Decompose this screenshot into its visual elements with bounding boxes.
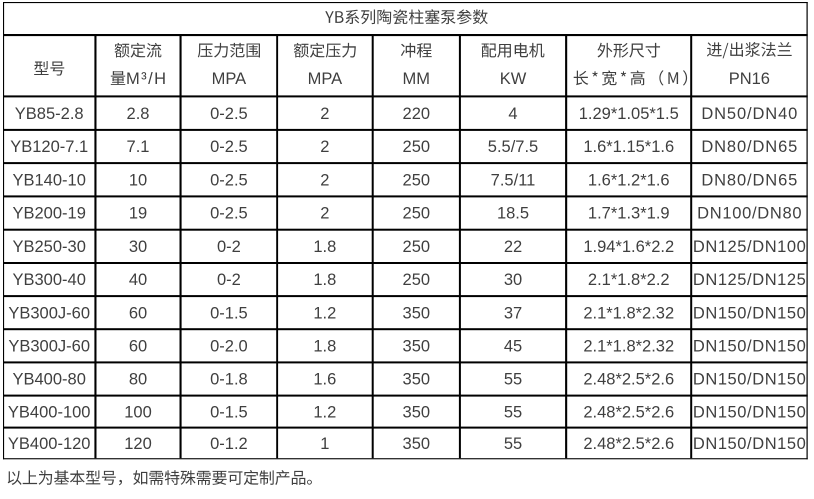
svg-text:2: 2 [320, 171, 329, 189]
svg-text:1.6: 1.6 [313, 371, 336, 389]
svg-text:2: 2 [320, 105, 329, 123]
svg-text:YB400-120: YB400-120 [8, 435, 91, 453]
svg-text:60: 60 [129, 304, 147, 322]
svg-text:DN125/DN125: DN125/DN125 [693, 271, 806, 289]
svg-text:250: 250 [403, 271, 431, 289]
svg-text:MPA: MPA [308, 70, 343, 88]
svg-text:YB120-7.1: YB120-7.1 [10, 138, 88, 156]
svg-text:350: 350 [403, 435, 431, 453]
svg-text:350: 350 [403, 371, 431, 389]
svg-text:0-2: 0-2 [217, 271, 241, 289]
svg-text:18.5: 18.5 [497, 205, 529, 223]
svg-text:1.8: 1.8 [313, 238, 336, 256]
svg-text:2: 2 [320, 138, 329, 156]
svg-text:2.8: 2.8 [127, 105, 150, 123]
svg-text:YB300J-60: YB300J-60 [8, 304, 90, 322]
svg-text:0-1.8: 0-1.8 [210, 371, 248, 389]
svg-text:DN150/DN150: DN150/DN150 [693, 403, 806, 421]
svg-text:1.94*1.6*2.2: 1.94*1.6*2.2 [583, 238, 674, 256]
svg-text:7.5/11: 7.5/11 [491, 171, 536, 189]
svg-text:1.2: 1.2 [313, 304, 336, 322]
svg-text:YB300-40: YB300-40 [13, 271, 86, 289]
svg-text:2.1*1.8*2.32: 2.1*1.8*2.32 [583, 337, 674, 355]
svg-text:19: 19 [129, 205, 147, 223]
svg-text:2.48*2.5*2.6: 2.48*2.5*2.6 [583, 435, 674, 453]
svg-text:1.6*1.15*1.6: 1.6*1.15*1.6 [583, 138, 674, 156]
svg-text:0-2.5: 0-2.5 [210, 205, 248, 223]
svg-text:55: 55 [504, 403, 522, 421]
svg-text:55: 55 [504, 371, 522, 389]
svg-text:YB200-19: YB200-19 [13, 205, 86, 223]
svg-text:60: 60 [129, 337, 147, 355]
svg-text:4: 4 [508, 105, 517, 123]
svg-text:22: 22 [504, 238, 522, 256]
svg-text:1.2: 1.2 [313, 403, 336, 421]
svg-text:30: 30 [504, 271, 522, 289]
svg-text:5.5/7.5: 5.5/7.5 [488, 138, 538, 156]
svg-text:2.48*2.5*2.6: 2.48*2.5*2.6 [583, 371, 674, 389]
svg-text:YB85-2.8: YB85-2.8 [15, 105, 84, 123]
svg-text:250: 250 [403, 205, 431, 223]
svg-text:0-2.5: 0-2.5 [210, 138, 248, 156]
svg-text:MM: MM [403, 70, 431, 88]
svg-text:2: 2 [320, 205, 329, 223]
svg-text:120: 120 [124, 435, 152, 453]
svg-text:350: 350 [403, 403, 431, 421]
svg-text:YB250-30: YB250-30 [13, 238, 86, 256]
svg-text:10: 10 [129, 171, 147, 189]
svg-text:DN150/DN150: DN150/DN150 [693, 337, 806, 355]
svg-text:100: 100 [124, 403, 152, 421]
svg-text:55: 55 [504, 435, 522, 453]
svg-text:0-1.5: 0-1.5 [210, 403, 248, 421]
svg-text:30: 30 [129, 238, 147, 256]
svg-text:1.8: 1.8 [313, 337, 336, 355]
svg-text:0-2.5: 0-2.5 [210, 105, 248, 123]
svg-text:DN80/DN65: DN80/DN65 [701, 138, 797, 156]
svg-text:YB300J-60: YB300J-60 [8, 337, 90, 355]
svg-text:1.6*1.2*1.6: 1.6*1.2*1.6 [588, 171, 670, 189]
svg-text:DN150/DN150: DN150/DN150 [693, 371, 806, 389]
svg-text:1.29*1.05*1.5: 1.29*1.05*1.5 [579, 105, 679, 123]
svg-text:7.1: 7.1 [127, 138, 150, 156]
svg-text:0-1.2: 0-1.2 [210, 435, 248, 453]
svg-text:DN150/DN150: DN150/DN150 [693, 304, 806, 322]
svg-text:350: 350 [403, 337, 431, 355]
svg-text:2.1*1.8*2.2: 2.1*1.8*2.2 [588, 271, 670, 289]
svg-text:DN50/DN40: DN50/DN40 [701, 105, 797, 123]
svg-text:0-2.0: 0-2.0 [210, 337, 248, 355]
svg-text:80: 80 [129, 371, 147, 389]
svg-text:PN16: PN16 [729, 70, 770, 88]
svg-text:DN150/DN150: DN150/DN150 [693, 435, 806, 453]
svg-text:250: 250 [403, 171, 431, 189]
svg-text:2.1*1.8*2.32: 2.1*1.8*2.32 [583, 304, 674, 322]
svg-text:KW: KW [500, 70, 527, 88]
svg-text:DN125/DN100: DN125/DN100 [693, 238, 806, 256]
svg-text:40: 40 [129, 271, 147, 289]
svg-text:1: 1 [320, 435, 329, 453]
svg-text:YB140-10: YB140-10 [13, 171, 86, 189]
svg-text:350: 350 [403, 304, 431, 322]
svg-text:250: 250 [403, 238, 431, 256]
svg-text:YB400-100: YB400-100 [8, 403, 91, 421]
svg-text:DN100/DN80: DN100/DN80 [697, 205, 802, 223]
svg-text:0-2: 0-2 [217, 238, 241, 256]
svg-text:M³/H: M³/H [126, 70, 166, 88]
svg-text:250: 250 [403, 138, 431, 156]
svg-text:YB400-80: YB400-80 [13, 371, 86, 389]
svg-text:MPA: MPA [212, 70, 247, 88]
svg-text:45: 45 [504, 337, 522, 355]
svg-text:2.48*2.5*2.6: 2.48*2.5*2.6 [583, 403, 674, 421]
svg-text:1.8: 1.8 [313, 271, 336, 289]
svg-text:220: 220 [403, 105, 431, 123]
svg-text:37: 37 [504, 304, 522, 322]
svg-text:DN80/DN65: DN80/DN65 [701, 171, 797, 189]
svg-text:0-2.5: 0-2.5 [210, 171, 248, 189]
svg-text:0-1.5: 0-1.5 [210, 304, 248, 322]
svg-text:1.7*1.3*1.9: 1.7*1.3*1.9 [588, 205, 670, 223]
